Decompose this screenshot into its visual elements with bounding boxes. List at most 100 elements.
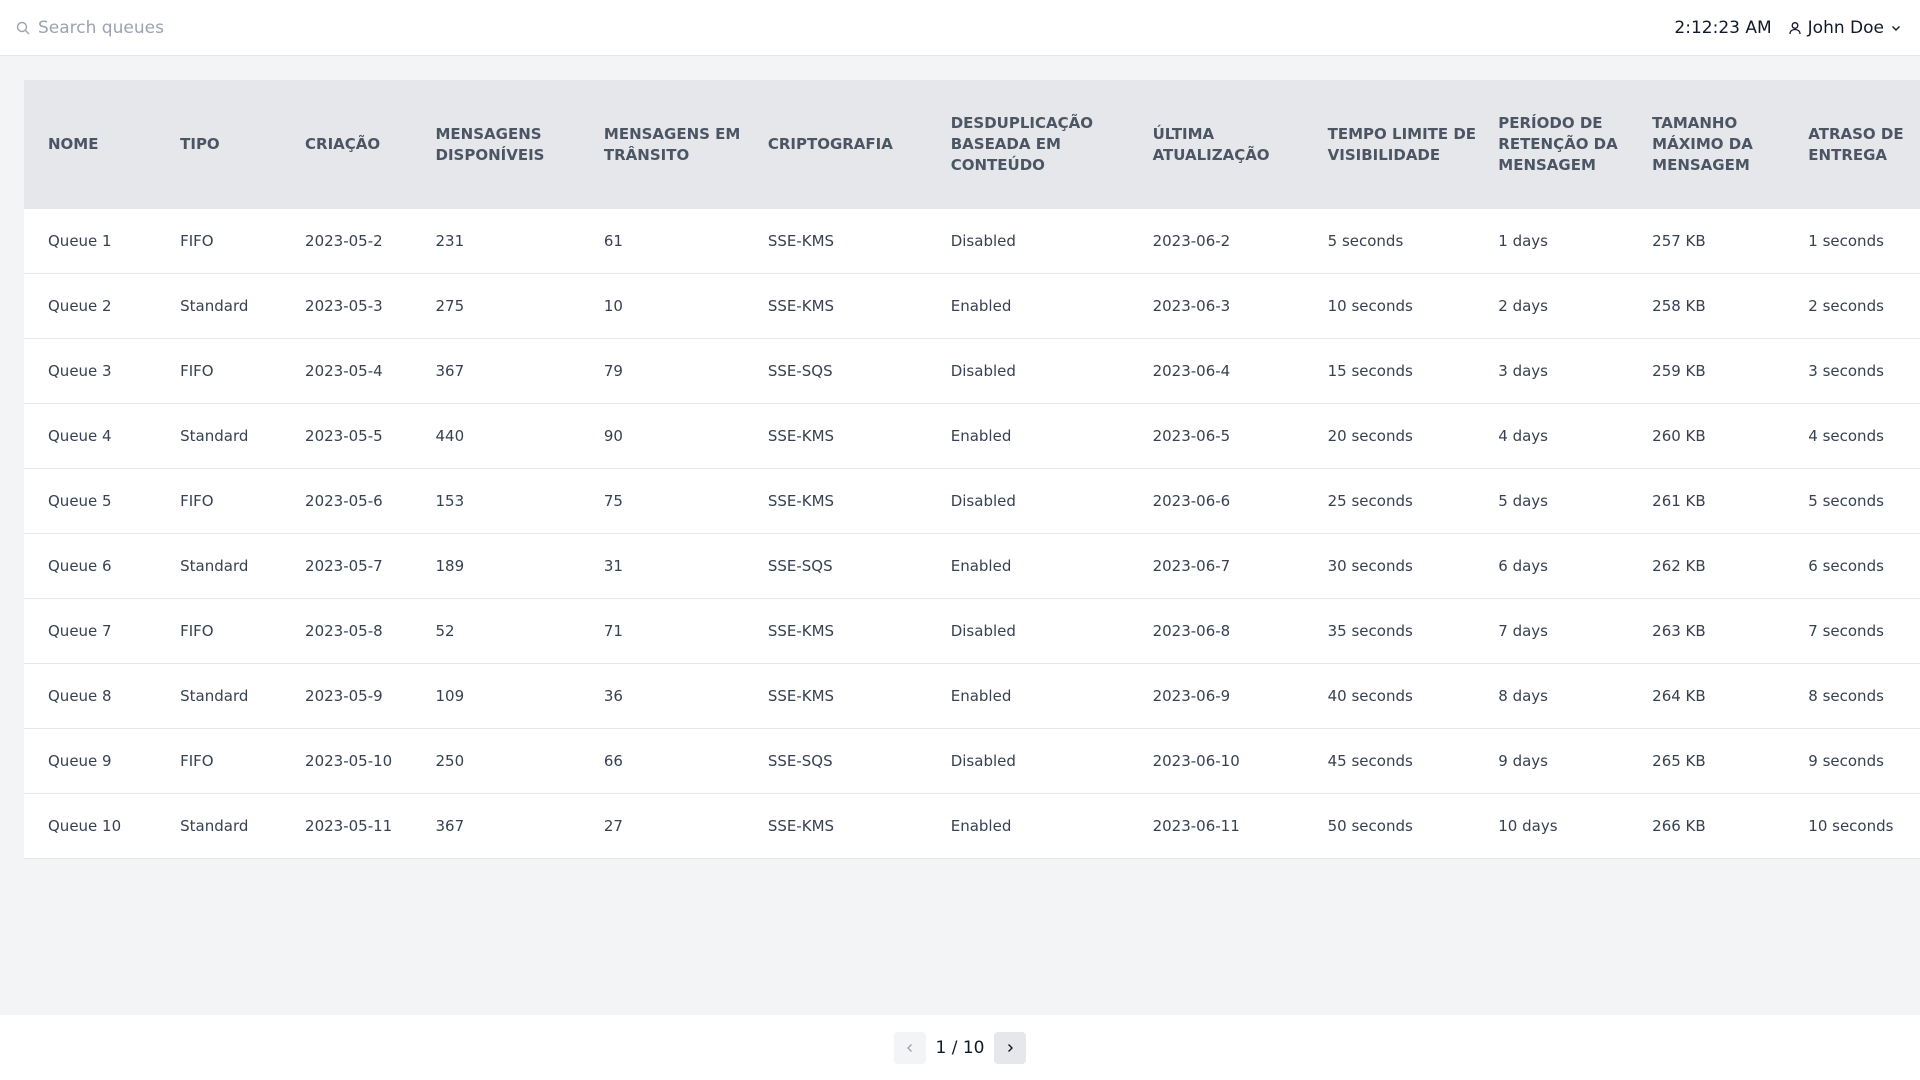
cell: 61 [603, 209, 768, 274]
pagination: 1 / 10 [0, 1015, 1920, 1080]
cell: 2023-05-6 [305, 468, 436, 534]
user-menu[interactable]: John Doe [1788, 18, 1902, 38]
cell: 1 seconds [1808, 209, 1920, 274]
cell: 259 KB [1652, 338, 1809, 404]
cell: 15 seconds [1327, 338, 1499, 404]
cell: 2023-05-2 [305, 209, 436, 274]
cell: 109 [435, 663, 604, 729]
cell: 7 days [1498, 598, 1653, 664]
cell: 40 seconds [1327, 663, 1499, 729]
column-header[interactable]: Período de retenção da mensagem [1498, 80, 1653, 209]
prev-icon [906, 1043, 912, 1052]
queue-row[interactable]: Queue 10 Standard 2023-05-11 367 27 SSE-KMS En… [24, 793, 1920, 859]
queue-row[interactable]: Queue 7 FIFO 2023-05-8 52 71 SSE-KMS Disabled 2… [24, 598, 1920, 664]
cell: SSE-KMS [767, 468, 951, 534]
search-box[interactable]: Search queues [16, 0, 164, 56]
cell: 25 seconds [1327, 468, 1499, 534]
table-body: Queue 1 FIFO 2023-05-2 231 61 SSE-KMS Disabled… [24, 209, 1920, 859]
cell: 153 [435, 468, 604, 534]
user-name: John Doe [1807, 18, 1884, 38]
cell: 2023-05-5 [305, 403, 436, 469]
cell: Queue 6 [24, 533, 181, 599]
cell: 3 days [1498, 338, 1653, 404]
column-header[interactable]: Criação [305, 80, 436, 209]
cell: 45 seconds [1327, 728, 1499, 794]
cell: 264 KB [1652, 663, 1809, 729]
cell: 75 [603, 468, 768, 534]
queue-row[interactable]: Queue 3 FIFO 2023-05-4 367 79 SSE-SQS Disabled… [24, 338, 1920, 404]
queue-row[interactable]: Queue 4 Standard 2023-05-5 440 90 SSE-KMS Enab… [24, 403, 1920, 469]
queue-row[interactable]: Queue 8 Standard 2023-05-9 109 36 SSE-KMS Enab… [24, 663, 1920, 729]
column-header[interactable]: Desduplicação baseada em conteúdo [950, 80, 1153, 209]
cell: 3 seconds [1808, 338, 1920, 404]
top-right: 2:12:23 AM John Doe [1674, 0, 1902, 56]
column-header[interactable]: Tempo limite de visibilidade [1327, 80, 1499, 209]
clock: 2:12:23 AM [1674, 18, 1772, 38]
cell: 2023-05-7 [305, 533, 436, 599]
cell: Disabled [950, 338, 1153, 404]
cell: 71 [603, 598, 768, 664]
column-header[interactable]: Mensagens em trânsito [603, 80, 768, 209]
cell: Enabled [950, 793, 1153, 859]
cell: 2023-06-4 [1152, 338, 1328, 404]
cell: Disabled [950, 209, 1153, 274]
column-header[interactable]: Tipo [180, 80, 306, 209]
cell: Disabled [950, 728, 1153, 794]
cell: 10 seconds [1808, 793, 1920, 859]
cell: Disabled [950, 598, 1153, 664]
cell: Enabled [950, 403, 1153, 469]
cell: Standard [180, 403, 306, 469]
prev-page[interactable] [893, 1031, 926, 1064]
page-label: 1 / 10 [935, 1037, 985, 1058]
cell: Standard [180, 533, 306, 599]
cell: 5 days [1498, 468, 1653, 534]
cell: 10 [603, 273, 768, 339]
cell: 231 [435, 209, 604, 274]
table-container: Nome Tipo Criação Mensagens disponíveis Mens… [24, 80, 1920, 859]
cell: SSE-SQS [767, 533, 951, 599]
cell: FIFO [180, 468, 306, 534]
cell: Queue 8 [24, 663, 181, 729]
column-header[interactable]: Nome [24, 80, 181, 209]
cell: 31 [603, 533, 768, 599]
cell: Queue 3 [24, 338, 181, 404]
cell: SSE-KMS [767, 209, 951, 274]
cell: Queue 4 [24, 403, 181, 469]
cell: SSE-KMS [767, 793, 951, 859]
cell: 2023-05-8 [305, 598, 436, 664]
cell: 2023-06-8 [1152, 598, 1328, 664]
cell: 35 seconds [1327, 598, 1499, 664]
top-bar: Search queues 2:12:23 AM John Doe [0, 0, 1920, 56]
queue-row[interactable]: Queue 5 FIFO 2023-05-6 153 75 SSE-KMS Disabled… [24, 468, 1920, 534]
cell: 7 seconds [1808, 598, 1920, 664]
queue-row[interactable]: Queue 9 FIFO 2023-05-10 250 66 SSE-SQS Disable… [24, 728, 1920, 794]
column-header[interactable]: Última atualização [1152, 80, 1328, 209]
column-header[interactable]: Mensagens disponíveis [435, 80, 604, 209]
column-header[interactable]: Criptografia [767, 80, 951, 209]
queue-row[interactable]: Queue 6 Standard 2023-05-7 189 31 SSE-SQS Enab… [24, 533, 1920, 599]
cell: 8 seconds [1808, 663, 1920, 729]
cell: SSE-KMS [767, 273, 951, 339]
cell: FIFO [180, 209, 306, 274]
column-header[interactable]: Atraso de entrega [1808, 80, 1920, 209]
cell: 2023-05-3 [305, 273, 436, 339]
cell: SSE-KMS [767, 403, 951, 469]
cell: 250 [435, 728, 604, 794]
cell: 10 days [1498, 793, 1653, 859]
cell: 50 seconds [1327, 793, 1499, 859]
cell: 2023-06-9 [1152, 663, 1328, 729]
queue-row[interactable]: Queue 2 Standard 2023-05-3 275 10 SSE-KMS Enab… [24, 273, 1920, 339]
cell: 2023-05-10 [305, 728, 436, 794]
cell: 2023-06-5 [1152, 403, 1328, 469]
cell: FIFO [180, 598, 306, 664]
cell: FIFO [180, 338, 306, 404]
cell: Queue 10 [24, 793, 181, 859]
cell: 367 [435, 338, 604, 404]
cell: SSE-KMS [767, 663, 951, 729]
queue-row[interactable]: Queue 1 FIFO 2023-05-2 231 61 SSE-KMS Disabled… [24, 209, 1920, 274]
next-page[interactable] [994, 1031, 1027, 1064]
column-header[interactable]: Tamanho máximo da mensagem [1652, 80, 1809, 209]
cell: FIFO [180, 728, 306, 794]
header-row: Nome Tipo Criação Mensagens disponíveis Mens… [24, 80, 1920, 209]
cell: 4 seconds [1808, 403, 1920, 469]
